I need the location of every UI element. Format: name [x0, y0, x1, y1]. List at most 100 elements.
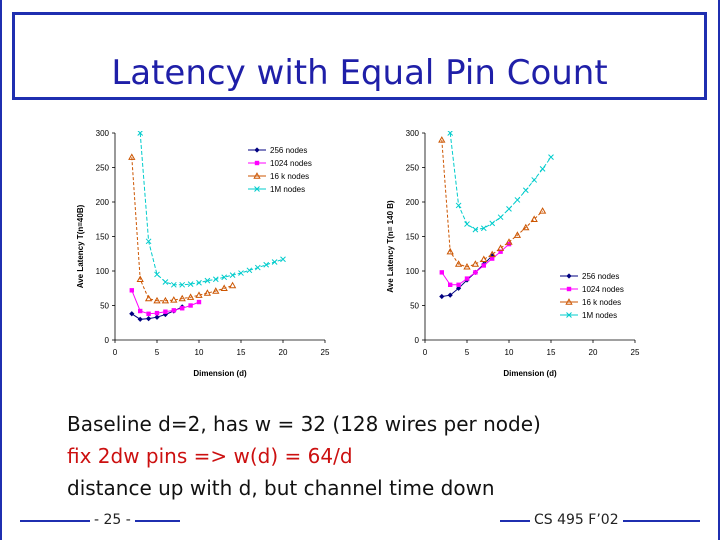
legend-marker [253, 172, 261, 179]
legend-marker [254, 160, 260, 166]
data-point [220, 284, 228, 291]
data-point [171, 308, 176, 313]
chart-legend: 256 nodes 1024 nodes 16 k nodes 1M nodes [560, 272, 624, 320]
data-point [153, 296, 161, 304]
series-3 [438, 136, 547, 270]
data-point [548, 154, 554, 161]
data-point [146, 311, 151, 316]
legend-label: 1M nodes [582, 311, 617, 320]
data-point [154, 314, 160, 320]
slide-title: Latency with Equal Pin Count [111, 53, 608, 93]
series-line [131, 157, 233, 302]
body-line-pins: fix 2dw pins => w(d) = 64/d [67, 444, 353, 468]
data-point [204, 277, 211, 284]
data-point [438, 136, 446, 143]
legend-marker [566, 273, 572, 279]
legend-label: 256 nodes [270, 146, 307, 155]
title-box: Latency with Equal Pin Count [12, 12, 707, 100]
data-point [138, 308, 143, 314]
slide-frame-left [0, 0, 2, 540]
data-point [439, 270, 444, 275]
series-4 [447, 131, 554, 233]
data-point [480, 255, 488, 262]
y-tick-label: 300 [96, 129, 110, 138]
data-point [154, 271, 160, 278]
legend-marker [254, 186, 260, 192]
data-point [498, 249, 503, 254]
x-axis-title: Dimension (d) [503, 369, 557, 378]
data-point [456, 282, 461, 287]
x-tick-label: 20 [589, 348, 598, 357]
data-point [539, 166, 546, 172]
data-point [471, 260, 480, 267]
body-line-distance: distance up with d, but channel time dow… [67, 476, 495, 500]
data-point [196, 299, 202, 305]
data-point [178, 294, 186, 302]
x-tick-label: 10 [505, 348, 514, 357]
legend-marker [566, 286, 572, 292]
series-line [441, 139, 543, 268]
data-point [188, 303, 193, 308]
data-point [203, 289, 212, 296]
legend-label: 256 nodes [582, 272, 619, 281]
data-point [145, 238, 152, 245]
body-line-baseline: Baseline d=2, has w = 32 (128 wires per … [67, 412, 541, 436]
x-tick-label: 15 [547, 348, 556, 357]
data-point [180, 306, 185, 311]
data-point [129, 288, 134, 293]
y-tick-label: 250 [406, 164, 420, 173]
data-point [506, 206, 512, 212]
y-tick-label: 300 [406, 129, 420, 138]
data-point [455, 202, 462, 209]
data-point [195, 291, 203, 298]
data-point [447, 131, 454, 136]
data-point [229, 272, 236, 278]
data-point [170, 281, 177, 288]
legend-marker [566, 312, 572, 318]
chart-legend: 256 nodes 1024 nodes 16 k nodes 1M nodes [248, 146, 312, 194]
data-point [463, 263, 471, 270]
data-point [221, 274, 228, 281]
data-point [464, 221, 470, 227]
x-tick-label: 15 [237, 348, 246, 357]
data-point [522, 187, 529, 194]
data-point [154, 310, 160, 316]
data-point [480, 225, 487, 232]
data-point [187, 281, 194, 287]
data-point [163, 309, 168, 314]
x-tick-label: 25 [631, 348, 640, 357]
legend-label: 16 k nodes [270, 172, 309, 181]
y-tick-label: 150 [406, 233, 420, 242]
data-point [228, 281, 237, 289]
data-point [531, 177, 538, 183]
data-point [489, 220, 496, 227]
series-2 [129, 288, 202, 316]
series-line [139, 132, 284, 286]
series-3 [128, 153, 237, 304]
x-tick-label: 0 [113, 348, 118, 357]
data-point [137, 131, 144, 136]
data-point [280, 256, 286, 263]
latency-chart-40b: 0 50 100 150 200 250 300 0 5 10 15 20 25 Dimension (d… [70, 120, 350, 385]
data-point [481, 263, 486, 268]
y-tick-label: 150 [96, 233, 110, 242]
y-tick-label: 100 [406, 267, 420, 276]
legend-label: 1M nodes [270, 185, 305, 194]
data-point [212, 287, 220, 294]
chart-svg: 0 50 100 150 200 250 300 0 5 10 15 20 25 Dimension (d… [386, 129, 640, 378]
x-tick-label: 5 [465, 348, 470, 357]
data-point [488, 250, 496, 258]
data-point [246, 267, 253, 274]
legend-marker [254, 147, 260, 153]
data-point [454, 260, 463, 267]
series-1 [439, 253, 495, 300]
data-point [162, 279, 169, 285]
data-point [179, 281, 186, 288]
page-number: - 25 - [90, 512, 135, 528]
course-label: CS 495 F’02 [530, 512, 623, 528]
data-point [530, 215, 538, 222]
data-point [238, 270, 244, 276]
slide-frame-right [718, 0, 720, 540]
x-tick-label: 5 [155, 348, 160, 357]
data-point [522, 223, 530, 231]
